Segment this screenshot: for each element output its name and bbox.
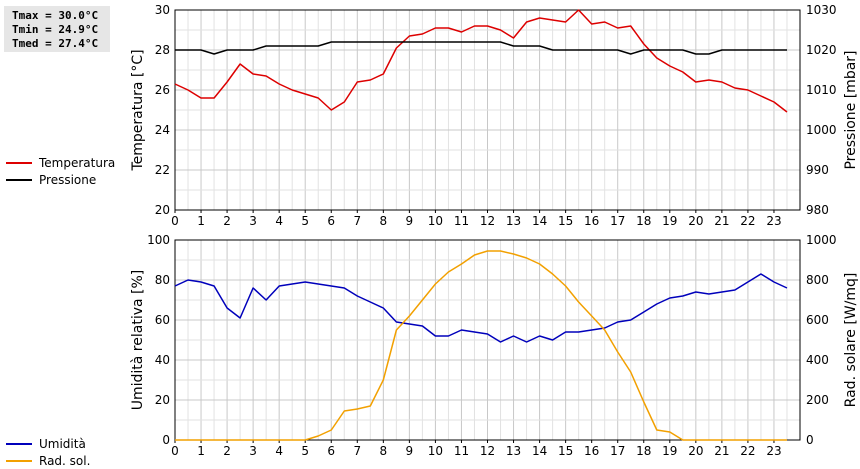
- y2-axis-title: Rad. solare [W/mq]: [843, 273, 859, 408]
- legend-swatch: [6, 443, 32, 445]
- y2-tick-label: 800: [806, 273, 829, 287]
- x-tick-label: 7: [353, 444, 361, 458]
- y2-tick-label: 990: [806, 163, 829, 177]
- x-tick-label: 4: [275, 444, 283, 458]
- chart-panel-1: 0 1 2 3 4 5 6 7 8 9 10 11 12 13 14 15 16 17 18 19 20 21 22 2320…: [130, 3, 859, 228]
- series-line-pressione: [175, 41, 787, 55]
- x-tick-label: 18: [636, 444, 651, 458]
- x-tick-label: 1: [197, 444, 205, 458]
- x-tick-label: 22: [740, 444, 755, 458]
- y2-tick-label: 1000: [806, 233, 837, 247]
- x-tick-label: 17: [610, 214, 625, 228]
- y-tick-label: 24: [155, 123, 170, 137]
- y2-tick-label: 0: [806, 433, 814, 447]
- x-tick-label: 2: [223, 214, 231, 228]
- y-tick-label: 0: [162, 433, 170, 447]
- x-tick-label: 0: [171, 214, 179, 228]
- stat-tmax: Tmax = 30.0°C: [12, 9, 99, 22]
- y-axis-title: Temperatura [°C]: [130, 49, 146, 171]
- x-tick-label: 19: [662, 444, 677, 458]
- legend-label: Pressione: [39, 173, 97, 187]
- x-tick-label: 18: [636, 214, 651, 228]
- y-tick-label: 60: [155, 313, 170, 327]
- x-tick-label: 6: [327, 214, 335, 228]
- legend-label: Umidità: [39, 437, 86, 451]
- x-tick-label: 12: [480, 214, 495, 228]
- y-tick-label: 30: [155, 3, 170, 17]
- x-tick-label: 11: [454, 444, 469, 458]
- x-tick-label: 7: [353, 214, 361, 228]
- y2-tick-label: 1020: [806, 43, 837, 57]
- series-line-rad-sol-: [175, 250, 787, 441]
- y-tick-label: 80: [155, 273, 170, 287]
- x-tick-label: 17: [610, 444, 625, 458]
- chart-panel-2: 0 1 2 3 4 5 6 7 8 9 10 11 12 13 14 15 16 17 18 19 20 21 22 2302…: [130, 233, 859, 458]
- x-tick-label: 20: [688, 444, 703, 458]
- stat-tmed: Tmed = 27.4°C: [12, 37, 99, 50]
- x-tick-label: 10: [428, 214, 443, 228]
- x-tick-label: 16: [584, 214, 599, 228]
- y-tick-label: 22: [155, 163, 170, 177]
- legend-label: Temperatura: [39, 156, 116, 170]
- x-tick-label: 5: [301, 444, 309, 458]
- y2-tick-label: 1030: [806, 3, 837, 17]
- legend-swatch: [6, 162, 32, 164]
- y2-tick-label: 200: [806, 393, 829, 407]
- stats-box: Tmax = 30.0°C Tmin = 24.9°C Tmed = 27.4°…: [4, 6, 110, 52]
- x-tick-label: 22: [740, 214, 755, 228]
- stat-tmin: Tmin = 24.9°C: [12, 23, 99, 36]
- y-tick-label: 20: [155, 393, 170, 407]
- y-tick-label: 40: [155, 353, 170, 367]
- x-tick-label: 21: [714, 214, 729, 228]
- x-tick-label: 23: [766, 214, 781, 228]
- series-line-temperatura: [174, 9, 788, 113]
- x-tick-label: 2: [223, 444, 231, 458]
- y2-axis-title: Pressione [mbar]: [843, 50, 859, 169]
- legend-swatch: [6, 460, 32, 462]
- y-axis-title: Umidità relativa [%]: [130, 270, 146, 411]
- series-line-umidit-: [174, 273, 788, 343]
- y2-tick-label: 1000: [806, 123, 837, 137]
- x-tick-label: 23: [766, 444, 781, 458]
- x-tick-label: 13: [506, 444, 521, 458]
- x-tick-label: 3: [249, 444, 257, 458]
- x-tick-label: 12: [480, 444, 495, 458]
- y2-tick-label: 600: [806, 313, 829, 327]
- x-tick-label: 15: [558, 444, 573, 458]
- y-tick-label: 100: [147, 233, 170, 247]
- x-tick-label: 10: [428, 444, 443, 458]
- x-tick-label: 13: [506, 214, 521, 228]
- x-tick-label: 8: [380, 214, 388, 228]
- x-tick-label: 15: [558, 214, 573, 228]
- legend-swatch: [6, 179, 32, 181]
- x-tick-label: 1: [197, 214, 205, 228]
- y-tick-label: 20: [155, 203, 170, 217]
- x-tick-label: 16: [584, 444, 599, 458]
- x-tick-label: 3: [249, 214, 257, 228]
- x-tick-label: 11: [454, 214, 469, 228]
- x-tick-label: 8: [380, 444, 388, 458]
- x-tick-label: 6: [327, 444, 335, 458]
- y-tick-label: 28: [155, 43, 170, 57]
- y2-tick-label: 1010: [806, 83, 837, 97]
- y2-tick-label: 400: [806, 353, 829, 367]
- y-tick-label: 26: [155, 83, 170, 97]
- x-tick-label: 9: [406, 214, 414, 228]
- x-tick-label: 0: [171, 444, 179, 458]
- x-tick-label: 20: [688, 214, 703, 228]
- x-tick-label: 5: [301, 214, 309, 228]
- x-tick-label: 4: [275, 214, 283, 228]
- x-tick-label: 14: [532, 214, 547, 228]
- x-tick-label: 19: [662, 214, 677, 228]
- x-tick-label: 9: [406, 444, 414, 458]
- y2-tick-label: 980: [806, 203, 829, 217]
- x-tick-label: 21: [714, 444, 729, 458]
- x-tick-label: 14: [532, 444, 547, 458]
